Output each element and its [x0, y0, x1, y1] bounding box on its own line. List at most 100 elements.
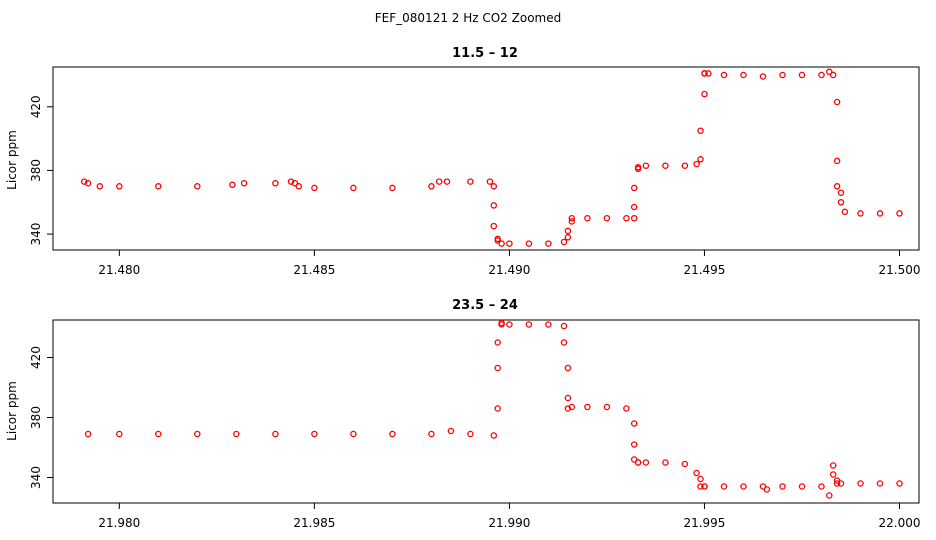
data-point: [693, 160, 700, 168]
data-point: [568, 403, 576, 411]
data-point: [545, 240, 552, 247]
data-point: [603, 403, 611, 411]
data-point: [876, 210, 884, 217]
y-axis: 340 380 420: [29, 95, 54, 246]
data-point: [623, 214, 630, 222]
data-point: [720, 71, 728, 79]
data-point: [662, 459, 669, 466]
data-point: [435, 178, 443, 185]
data-point: [490, 202, 498, 209]
x-tick-label: 21.480: [98, 263, 140, 277]
data-point: [740, 71, 747, 79]
data-point: [443, 178, 451, 185]
data-point: [96, 183, 104, 190]
data-point: [798, 483, 806, 490]
data-point: [486, 178, 494, 185]
x-tick-label: 21.495: [683, 263, 725, 277]
data-point: [818, 71, 825, 79]
data-point: [494, 364, 501, 372]
x-tick-label: 21.990: [488, 516, 530, 530]
x-axis: 21.480 21.485 21.490 21.495 21.500: [98, 249, 920, 277]
data-point: [841, 208, 849, 216]
data-point: [662, 162, 669, 169]
data-point: [350, 430, 357, 438]
data-point: [584, 214, 591, 222]
data-point: [837, 189, 845, 196]
data-point: [389, 184, 396, 192]
plot-frame: [52, 319, 920, 504]
data-point: [311, 430, 318, 438]
data-point: [428, 183, 435, 190]
data-point: [701, 90, 708, 98]
data-point: [720, 483, 728, 490]
data-point: [494, 405, 501, 412]
data-point: [896, 480, 903, 487]
x-tick-label: 22.000: [878, 516, 920, 530]
data-point: [779, 71, 786, 79]
data-point: [506, 240, 513, 247]
data-point: [498, 319, 505, 327]
data-point: [681, 460, 689, 468]
x-tick-label: 21.485: [293, 263, 335, 277]
data-point: [564, 364, 572, 372]
data-point: [630, 456, 638, 463]
data-point: [116, 430, 123, 438]
y-axis-label: Licor ppm: [5, 381, 19, 441]
data-point: [564, 227, 572, 235]
panel-bottom: 23.5 – 24 Licor ppm 21.980 21.985 21.990 21…: [5, 298, 920, 530]
data-point: [84, 179, 92, 187]
data-point: [84, 430, 92, 438]
data-point: [311, 184, 318, 192]
data-point: [229, 181, 236, 189]
data-point: [603, 214, 611, 222]
data-point: [623, 405, 630, 412]
y-tick-label: 380: [29, 406, 43, 429]
data-point: [494, 237, 501, 244]
data-point: [630, 420, 638, 427]
data-points: [84, 319, 903, 499]
x-tick-label: 21.980: [98, 516, 140, 530]
x-tick-label: 21.985: [293, 516, 335, 530]
data-point: [560, 238, 568, 246]
data-point: [837, 199, 845, 206]
data-point: [467, 430, 474, 438]
data-point: [428, 430, 435, 438]
data-point: [498, 240, 505, 247]
data-point: [876, 480, 884, 487]
data-point: [798, 71, 806, 79]
data-point: [506, 321, 513, 328]
data-point: [564, 234, 572, 241]
data-point: [779, 483, 786, 490]
y-axis: 340 380 420: [29, 346, 54, 489]
data-point: [630, 203, 638, 211]
data-point: [857, 210, 864, 217]
data-point: [560, 322, 568, 330]
data-point: [584, 403, 591, 411]
y-tick-label: 340: [29, 223, 43, 246]
data-point: [272, 179, 279, 187]
data-point: [697, 475, 704, 483]
plot-frame: [52, 66, 920, 251]
figure-title: FEF_080121 2 Hz CO2 Zoomed: [375, 11, 561, 25]
data-point: [833, 183, 841, 190]
x-tick-label: 21.490: [488, 263, 530, 277]
data-point: [525, 321, 533, 328]
data-point: [826, 492, 833, 499]
data-point: [525, 240, 533, 247]
data-point: [818, 483, 825, 490]
data-point: [697, 127, 704, 134]
y-tick-label: 420: [29, 346, 43, 369]
data-point: [833, 480, 841, 487]
data-point: [833, 98, 841, 106]
data-point: [759, 483, 767, 490]
data-point: [490, 432, 498, 439]
data-point: [291, 179, 299, 187]
data-point: [693, 469, 700, 477]
data-point: [681, 162, 689, 169]
data-point: [826, 68, 833, 76]
data-point: [763, 486, 771, 493]
data-point: [287, 178, 295, 185]
data-point: [389, 430, 396, 438]
data-point: [630, 441, 638, 448]
data-point: [642, 459, 650, 466]
